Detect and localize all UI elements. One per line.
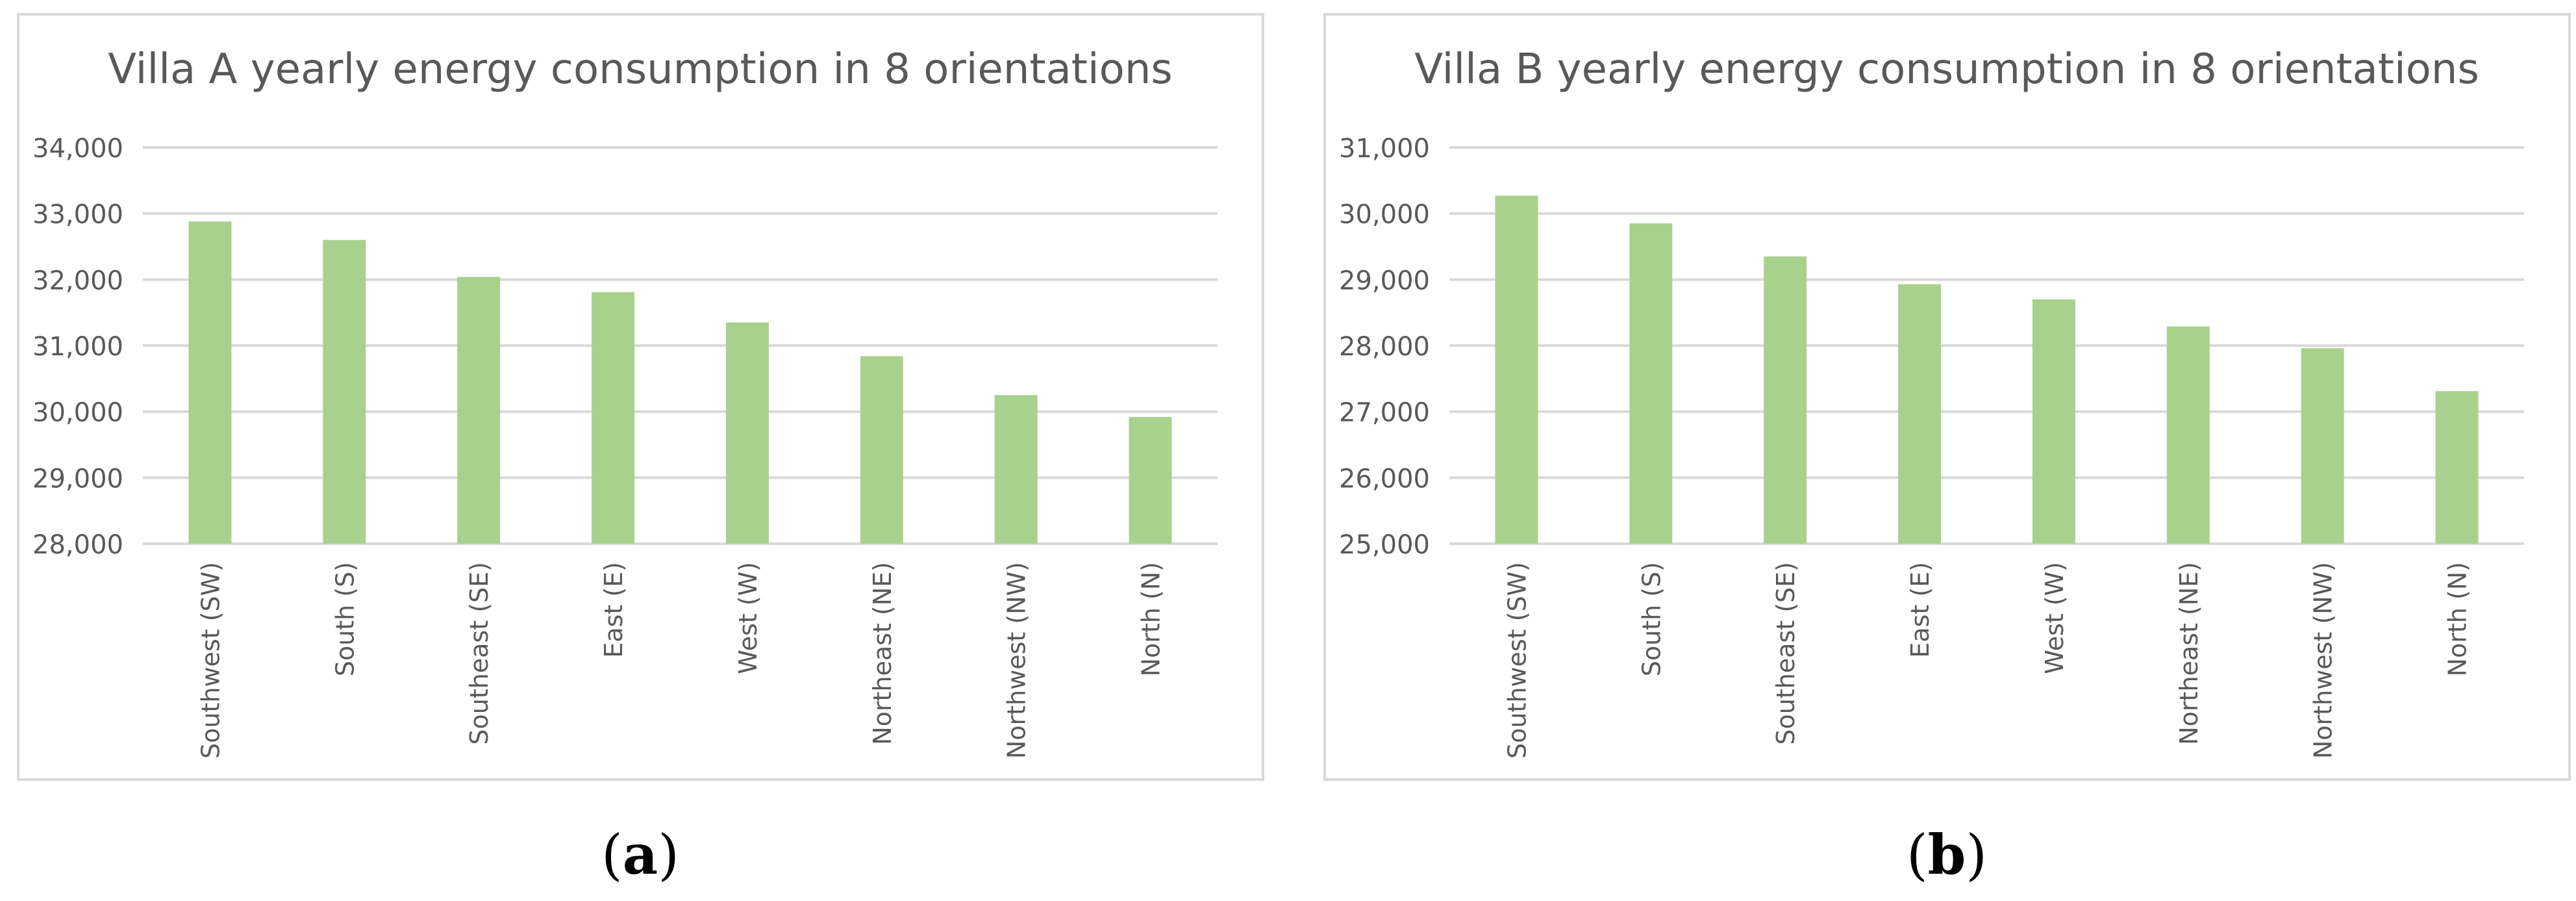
- y-tick-label: 32,000: [32, 266, 123, 296]
- x-axis-tick-labels: Southwest (SW) South (S) Southeast (SE) Eas…: [1503, 562, 2471, 759]
- y-tick-label: 34,000: [32, 134, 123, 164]
- x-tick-label: North (N): [1137, 562, 1166, 676]
- x-tick-label: South (S): [331, 562, 359, 676]
- x-tick-label: Northeast (NE): [2175, 562, 2203, 745]
- chart-panel-b: Villa B yearly energy consumption in 8 o…: [1323, 13, 2571, 887]
- x-axis-tick-labels: Southwest (SW) South (S) Southeast (SE) Eas…: [196, 562, 1165, 759]
- panel-label: (a): [601, 822, 679, 887]
- y-tick-label: 28,000: [32, 530, 123, 560]
- x-tick-label: East (E): [599, 562, 628, 658]
- bar: [1764, 256, 1807, 544]
- x-tick-label: Northeast (NE): [868, 562, 897, 745]
- gridlines: [143, 146, 1218, 545]
- y-axis-tick-labels: 25,000 26,000 27,000 28,000 29,000 30,000 31,0…: [1339, 134, 1430, 560]
- bar: [2301, 348, 2344, 544]
- bar: [1898, 284, 1942, 544]
- x-tick-label: Northwest (NW): [1003, 562, 1031, 759]
- x-tick-label: Southwest (SW): [1503, 562, 1531, 759]
- bar: [860, 356, 903, 544]
- x-tick-label: East (E): [1906, 562, 1934, 658]
- y-tick-label: 30,000: [1339, 200, 1430, 230]
- x-tick-label: Southeast (SE): [465, 562, 494, 745]
- bar: [1129, 416, 1172, 544]
- chart-title: Villa B yearly energy consumption in 8 o…: [1414, 45, 2479, 94]
- y-tick-label: 25,000: [1339, 530, 1430, 560]
- bar: [2166, 326, 2210, 544]
- x-tick-label: North (N): [2444, 562, 2472, 676]
- bar: [1629, 223, 1673, 544]
- x-tick-label: Southeast (SE): [1771, 562, 1800, 745]
- y-tick-label: 29,000: [1339, 266, 1430, 296]
- bar: [323, 240, 366, 544]
- y-tick-label: 27,000: [1339, 398, 1430, 428]
- bar: [994, 395, 1038, 544]
- y-tick-label: 29,000: [32, 464, 123, 494]
- bar: [2032, 299, 2075, 544]
- x-tick-label: Northwest (NW): [2309, 562, 2338, 759]
- y-tick-label: 28,000: [1339, 332, 1430, 362]
- y-axis-tick-labels: 28,000 29,000 30,000 31,000 32,000 33,000 34,0…: [32, 134, 123, 560]
- y-tick-label: 33,000: [32, 200, 123, 230]
- bar: [1495, 196, 1538, 544]
- x-tick-label: Southwest (SW): [196, 562, 225, 759]
- bars: [188, 221, 1172, 544]
- x-tick-label: West (W): [734, 562, 762, 674]
- chart-title: Villa A yearly energy consumption in 8 o…: [108, 45, 1172, 94]
- y-tick-label: 31,000: [32, 332, 123, 362]
- bar: [592, 292, 635, 544]
- bar: [2435, 391, 2479, 544]
- x-tick-label: West (W): [2040, 562, 2069, 674]
- bars: [1495, 196, 2479, 544]
- bar: [457, 277, 501, 544]
- y-tick-label: 31,000: [1339, 134, 1430, 164]
- x-tick-label: South (S): [1637, 562, 1666, 676]
- panel-label: (b): [1907, 822, 1987, 887]
- gridlines: [1449, 146, 2524, 545]
- bar: [725, 322, 769, 544]
- bar: [188, 221, 232, 544]
- chart-panel-a: Villa A yearly energy consumption in 8 o…: [17, 13, 1264, 887]
- y-tick-label: 26,000: [1339, 464, 1430, 494]
- y-tick-label: 30,000: [32, 398, 123, 428]
